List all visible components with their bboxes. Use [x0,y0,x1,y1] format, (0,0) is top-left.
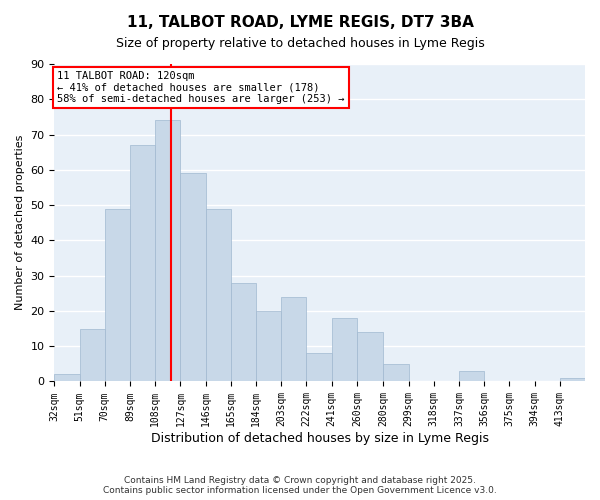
Text: Size of property relative to detached houses in Lyme Regis: Size of property relative to detached ho… [116,38,484,51]
Bar [105,208,130,382]
Bar [281,297,307,382]
Bar [181,174,206,382]
Bar [307,354,332,382]
Bar [155,120,181,382]
Text: 11 TALBOT ROAD: 120sqm
← 41% of detached houses are smaller (178)
58% of semi-de: 11 TALBOT ROAD: 120sqm ← 41% of detached… [57,71,344,104]
X-axis label: Distribution of detached houses by size in Lyme Regis: Distribution of detached houses by size … [151,432,489,445]
Bar [560,378,585,382]
Text: 11, TALBOT ROAD, LYME REGIS, DT7 3BA: 11, TALBOT ROAD, LYME REGIS, DT7 3BA [127,15,473,30]
Bar [206,208,231,382]
Bar [383,364,409,382]
Bar [332,318,357,382]
Y-axis label: Number of detached properties: Number of detached properties [15,135,25,310]
Bar [130,145,155,382]
Bar [256,311,281,382]
Bar [55,374,80,382]
Bar [231,282,256,382]
Bar [80,328,105,382]
Bar [459,371,484,382]
Text: Contains HM Land Registry data © Crown copyright and database right 2025.
Contai: Contains HM Land Registry data © Crown c… [103,476,497,495]
Bar [357,332,383,382]
